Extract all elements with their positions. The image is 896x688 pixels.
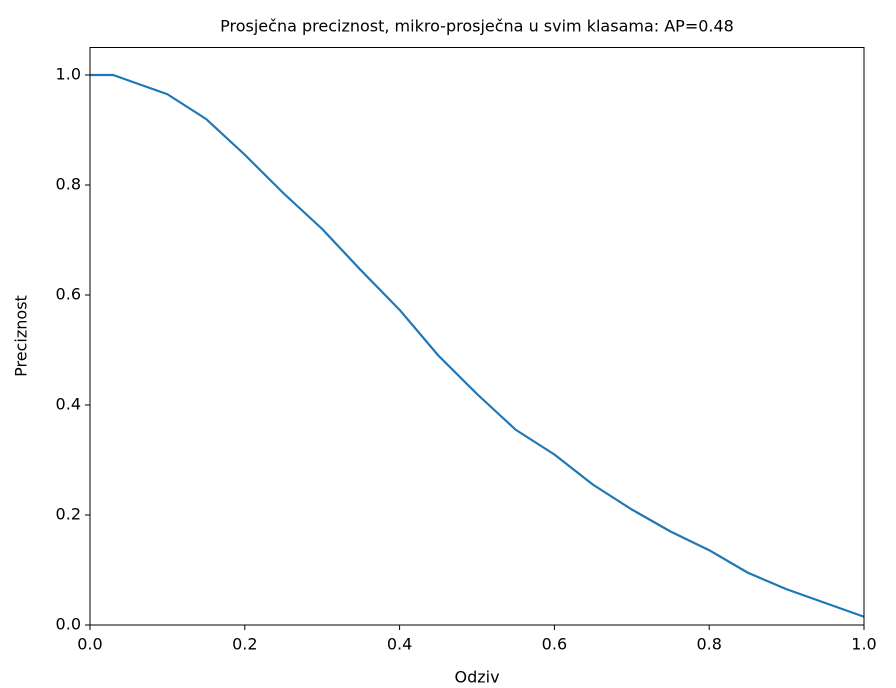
- x-axis-label: Odziv: [454, 668, 499, 687]
- chart-title: Prosječna preciznost, mikro-prosječna u …: [220, 17, 734, 36]
- y-tick-label: 0.4: [56, 395, 81, 414]
- plot-frame: [89, 47, 865, 626]
- y-tick-label: 0.2: [56, 505, 81, 524]
- x-tick-label: 0.8: [696, 635, 721, 654]
- y-tick-label: 0.0: [56, 615, 81, 634]
- y-tick-label: 0.8: [56, 175, 81, 194]
- y-tick-label: 1.0: [56, 65, 81, 84]
- x-tick-label: 0.6: [542, 635, 567, 654]
- y-axis-label: Preciznost: [12, 295, 31, 377]
- x-tick-label: 1.0: [851, 635, 876, 654]
- x-tick-label: 0.4: [387, 635, 412, 654]
- x-tick-label: 0.2: [232, 635, 257, 654]
- y-tick-label: 0.6: [56, 285, 81, 304]
- line-series: [90, 73, 865, 618]
- x-tick-label: 0.0: [77, 635, 102, 654]
